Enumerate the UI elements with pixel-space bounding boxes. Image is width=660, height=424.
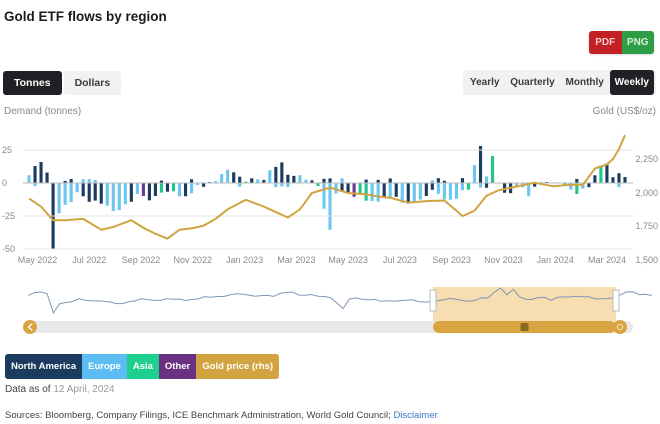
svg-text:Jan 2023: Jan 2023 — [226, 255, 263, 265]
svg-text:25: 25 — [2, 145, 12, 155]
svg-text:-25: -25 — [2, 211, 15, 221]
svg-text:Mar 2023: Mar 2023 — [277, 255, 315, 265]
svg-text:Nov 2022: Nov 2022 — [174, 255, 213, 265]
svg-text:2,250: 2,250 — [635, 154, 658, 164]
svg-text:Jul 2022: Jul 2022 — [72, 255, 106, 265]
svg-text:May 2023: May 2023 — [328, 255, 368, 265]
svg-text:Jul 2023: Jul 2023 — [383, 255, 417, 265]
svg-text:1,750: 1,750 — [635, 221, 658, 231]
svg-text:Sep 2022: Sep 2022 — [122, 255, 161, 265]
svg-text:1,500: 1,500 — [635, 255, 658, 265]
svg-text:Mar 2024: Mar 2024 — [588, 255, 626, 265]
svg-text:May 2022: May 2022 — [18, 255, 58, 265]
svg-text:Nov 2023: Nov 2023 — [484, 255, 523, 265]
svg-text:Sep 2023: Sep 2023 — [432, 255, 471, 265]
svg-text:2,000: 2,000 — [635, 188, 658, 198]
svg-text:-50: -50 — [2, 244, 15, 254]
svg-text:Jan 2024: Jan 2024 — [537, 255, 574, 265]
svg-text:0: 0 — [2, 178, 7, 188]
